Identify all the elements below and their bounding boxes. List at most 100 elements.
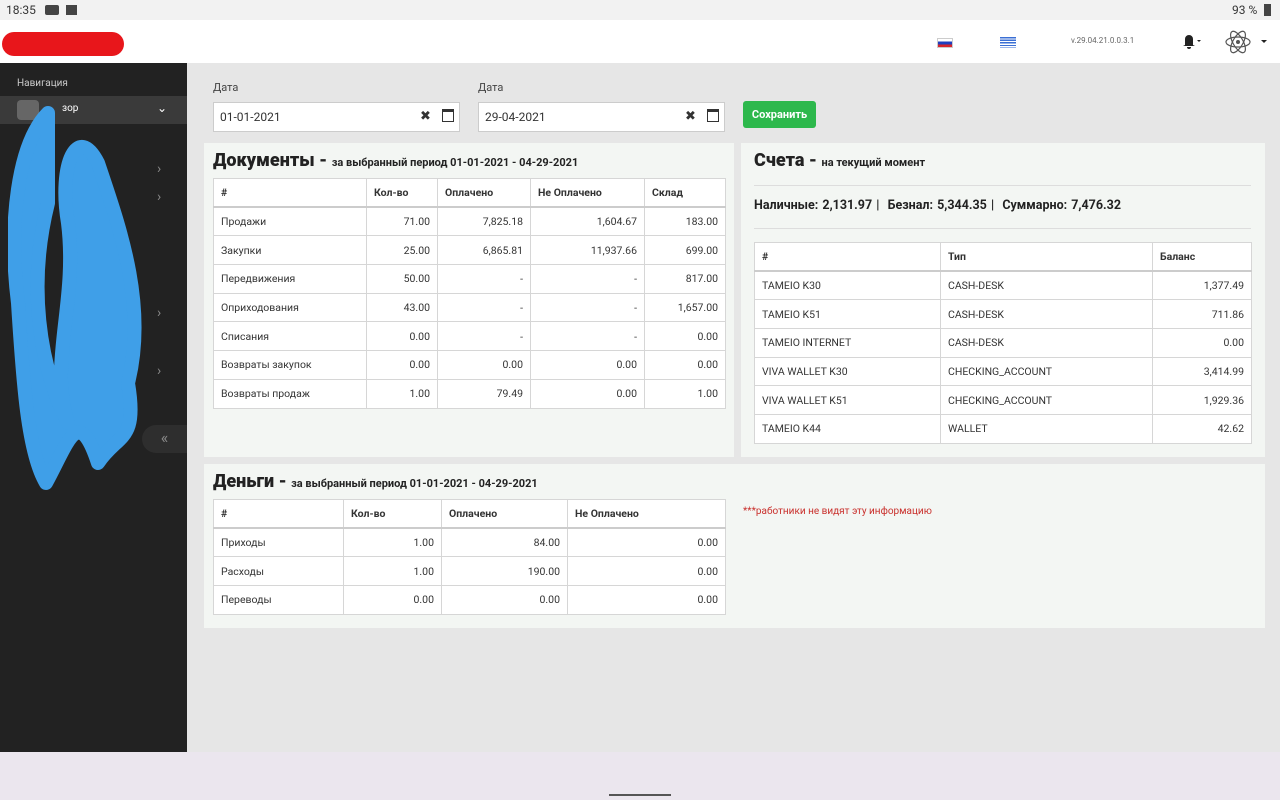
cell: 817.00 xyxy=(644,264,726,294)
row: TAMEIO INTERNET CASH-DESK 0.00 xyxy=(754,328,1252,358)
date-from-input[interactable]: 01-01-2021 ✖ xyxy=(213,102,460,132)
nav-item-active[interactable]: зор ⌄ xyxy=(0,96,187,124)
cell: 0.00 xyxy=(567,556,726,587)
home-indicator[interactable] xyxy=(609,794,671,796)
flag-gr[interactable] xyxy=(1000,37,1016,48)
date-from-label: Дата xyxy=(213,81,239,94)
divider xyxy=(754,228,1251,229)
subtitle: за выбранный период 01-01-2021 - 04-29-2… xyxy=(331,156,579,169)
row: VIVA WALLET K30 CHECKING_ACCOUNT 3,414.99 xyxy=(754,356,1252,387)
nav-title: Навигация xyxy=(17,78,68,89)
chevron[interactable]: › xyxy=(157,305,162,321)
user-menu[interactable] xyxy=(1224,28,1274,56)
header-row: # Кол-во Оплачено Не Оплачено Склад xyxy=(213,178,726,209)
cell: - xyxy=(437,321,531,352)
status-bar: 18:35 93 % xyxy=(0,0,1280,20)
cell: 1.00 xyxy=(366,378,438,409)
cell: 0.00 xyxy=(530,378,645,409)
cell: Закупки xyxy=(213,235,367,266)
calendar-icon[interactable] xyxy=(442,109,454,122)
cell: Возвраты продаж xyxy=(213,378,367,409)
version: v.29.04.21.0.0.3.1 xyxy=(1071,36,1135,45)
cell: 7,825.18 xyxy=(437,206,531,237)
eye-icon xyxy=(17,100,39,120)
notifications[interactable] xyxy=(1178,32,1202,50)
cell: 1,604.67 xyxy=(530,206,645,237)
cell: 1.00 xyxy=(343,556,442,587)
collapse-button[interactable]: « xyxy=(142,425,187,453)
redaction-scribble xyxy=(8,106,142,490)
cell: 0.00 xyxy=(441,585,568,615)
cell: CHECKING_ACCOUNT xyxy=(940,385,1153,416)
cell: CASH-DESK xyxy=(940,328,1153,358)
cell: TAMEIO INTERNET xyxy=(754,328,941,358)
cell: 71.00 xyxy=(366,206,438,237)
cell: 0.00 xyxy=(1152,328,1252,358)
chevron[interactable]: › xyxy=(157,363,162,379)
battery-icon xyxy=(1264,4,1271,16)
row: VIVA WALLET K51 CHECKING_ACCOUNT 1,929.36 xyxy=(754,385,1252,416)
money-title: Деньги - за выбранный период 01-01-2021 … xyxy=(213,471,538,492)
row: Возвраты закупок 0.00 0.00 0.00 0.00 xyxy=(213,350,726,380)
flag-ru[interactable] xyxy=(937,38,953,48)
clear-icon[interactable]: ✖ xyxy=(685,109,696,124)
cell: Передвижения xyxy=(213,264,367,294)
cell: 42.62 xyxy=(1152,414,1252,444)
accounts-table: # Тип Баланс TAMEIO K30 CASH-DESK 1,377.49 TAM… xyxy=(754,242,1252,444)
cell: 1.00 xyxy=(644,378,726,409)
cell: - xyxy=(530,264,645,294)
cell: 0.00 xyxy=(530,350,645,380)
column-header: # xyxy=(213,499,344,530)
cell: Списания xyxy=(213,321,367,352)
cell: Расходы xyxy=(213,556,344,587)
cell: Оприходования xyxy=(213,292,367,323)
time: 18:35 xyxy=(6,3,36,17)
cell: 0.00 xyxy=(567,527,726,558)
title: Деньги - xyxy=(213,471,287,492)
battery: 93 % xyxy=(1232,3,1258,17)
subtitle: за выбранный период 01-01-2021 - 04-29-2… xyxy=(291,477,538,490)
row: Переводы 0.00 0.00 0.00 xyxy=(213,585,726,615)
row: TAMEIO K51 CASH-DESK 711.86 xyxy=(754,299,1252,330)
column-header: Не Оплачено xyxy=(567,499,726,530)
cell: Переводы xyxy=(213,585,344,615)
cell: - xyxy=(530,321,645,352)
cell: TAMEIO K30 xyxy=(754,270,941,301)
cell: 699.00 xyxy=(644,235,726,266)
cell: 1.00 xyxy=(343,527,442,558)
cell: 1,657.00 xyxy=(644,292,726,323)
column-header: Не Оплачено xyxy=(530,178,645,209)
calendar-icon[interactable] xyxy=(707,109,719,122)
chevron[interactable]: › xyxy=(157,161,162,177)
cell: Приходы xyxy=(213,527,344,558)
documents-table: # Кол-во Оплачено Не Оплачено Склад Продажи 71… xyxy=(213,178,726,409)
cell: - xyxy=(530,292,645,323)
cell: 1,929.36 xyxy=(1152,385,1252,416)
cell: 190.00 xyxy=(441,556,568,587)
column-header: Склад xyxy=(644,178,726,209)
image-icon xyxy=(66,5,77,15)
row: Приходы 1.00 84.00 0.00 xyxy=(213,527,726,558)
date-to-value: 29-04-2021 xyxy=(485,110,546,124)
cell: TAMEIO K44 xyxy=(754,414,941,444)
summary-total: Суммарно: 7,476.32 xyxy=(1002,198,1121,213)
title: Счета - xyxy=(754,150,818,171)
cell: VIVA WALLET K51 xyxy=(754,385,941,416)
cell: 1,377.49 xyxy=(1152,270,1252,301)
row: Списания 0.00- -0.00 xyxy=(213,321,726,352)
cell: 0.00 xyxy=(437,350,531,380)
date-to-label: Дата xyxy=(478,81,504,94)
top-bar: v.29.04.21.0.0.3.1 xyxy=(0,20,1280,63)
cell: 84.00 xyxy=(441,527,568,558)
title: Документы - xyxy=(213,150,328,171)
subtitle: на текущий момент xyxy=(821,156,926,169)
cell: 0.00 xyxy=(644,321,726,352)
clear-icon[interactable]: ✖ xyxy=(420,109,431,124)
save-button[interactable]: Сохранить xyxy=(743,101,816,128)
row: TAMEIO K44 WALLET 42.62 xyxy=(754,414,1252,444)
cell: CASH-DESK xyxy=(940,299,1153,330)
date-to-input[interactable]: 29-04-2021 ✖ xyxy=(478,102,725,132)
chevron[interactable]: › xyxy=(157,189,162,205)
cell: VIVA WALLET K30 xyxy=(754,356,941,387)
